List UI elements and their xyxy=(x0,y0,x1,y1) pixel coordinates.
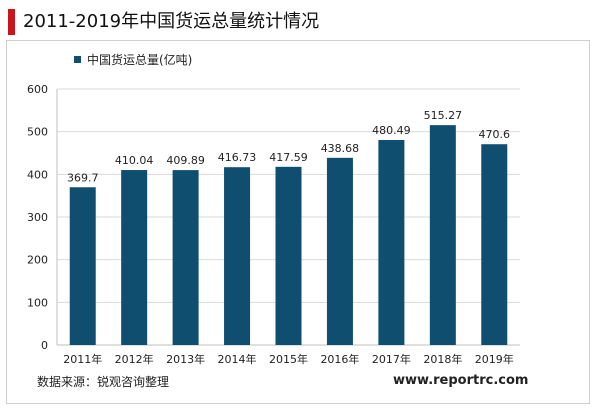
data-label: 438.68 xyxy=(321,142,360,155)
chart-frame xyxy=(6,40,590,404)
website-link: www.reportrc.com xyxy=(393,373,529,388)
y-tick-label: 100 xyxy=(27,296,48,309)
y-tick-label: 300 xyxy=(27,211,48,224)
data-label: 416.73 xyxy=(218,151,257,164)
x-tick-label: 2017年 xyxy=(372,352,411,366)
bar xyxy=(326,157,353,345)
data-label: 480.49 xyxy=(372,124,411,137)
x-tick-label: 2016年 xyxy=(320,352,359,366)
x-tick-label: 2011年 xyxy=(63,352,102,366)
x-tick-label: 2015年 xyxy=(269,352,308,366)
bar xyxy=(378,139,405,345)
data-label: 410.04 xyxy=(115,154,154,167)
x-tick-label: 2018年 xyxy=(423,352,462,366)
x-tick-label: 2014年 xyxy=(218,352,257,366)
y-tick-label: 200 xyxy=(27,254,48,267)
data-label: 369.7 xyxy=(67,171,99,184)
data-label: 409.89 xyxy=(166,154,205,167)
bar xyxy=(172,170,199,345)
y-tick-label: 400 xyxy=(27,168,48,181)
title-accent-bar xyxy=(8,9,15,35)
data-label: 417.59 xyxy=(269,151,308,164)
x-tick-label: 2013年 xyxy=(166,352,205,366)
legend-swatch xyxy=(74,55,81,63)
y-tick-label: 600 xyxy=(27,83,48,96)
legend-label: 中国货运总量(亿吨) xyxy=(87,52,193,67)
bar xyxy=(275,166,302,345)
bar xyxy=(121,170,148,345)
title-bar: 2011-2019年中国货运总量统计情况 xyxy=(8,8,548,36)
bar xyxy=(224,167,251,345)
data-label: 515.27 xyxy=(424,109,463,122)
y-tick-label: 0 xyxy=(41,339,48,352)
data-label: 470.6 xyxy=(479,128,511,141)
legend: 中国货运总量(亿吨) xyxy=(74,51,192,67)
source-note: 数据来源：锐观咨询整理 xyxy=(37,375,170,389)
y-tick-label: 500 xyxy=(27,126,48,139)
x-tick-label: 2019年 xyxy=(475,352,514,366)
chart-title: 2011-2019年中国货运总量统计情况 xyxy=(23,11,320,32)
bar xyxy=(481,144,508,345)
bar xyxy=(69,187,96,345)
bar xyxy=(429,125,456,346)
x-tick-label: 2012年 xyxy=(115,352,154,366)
